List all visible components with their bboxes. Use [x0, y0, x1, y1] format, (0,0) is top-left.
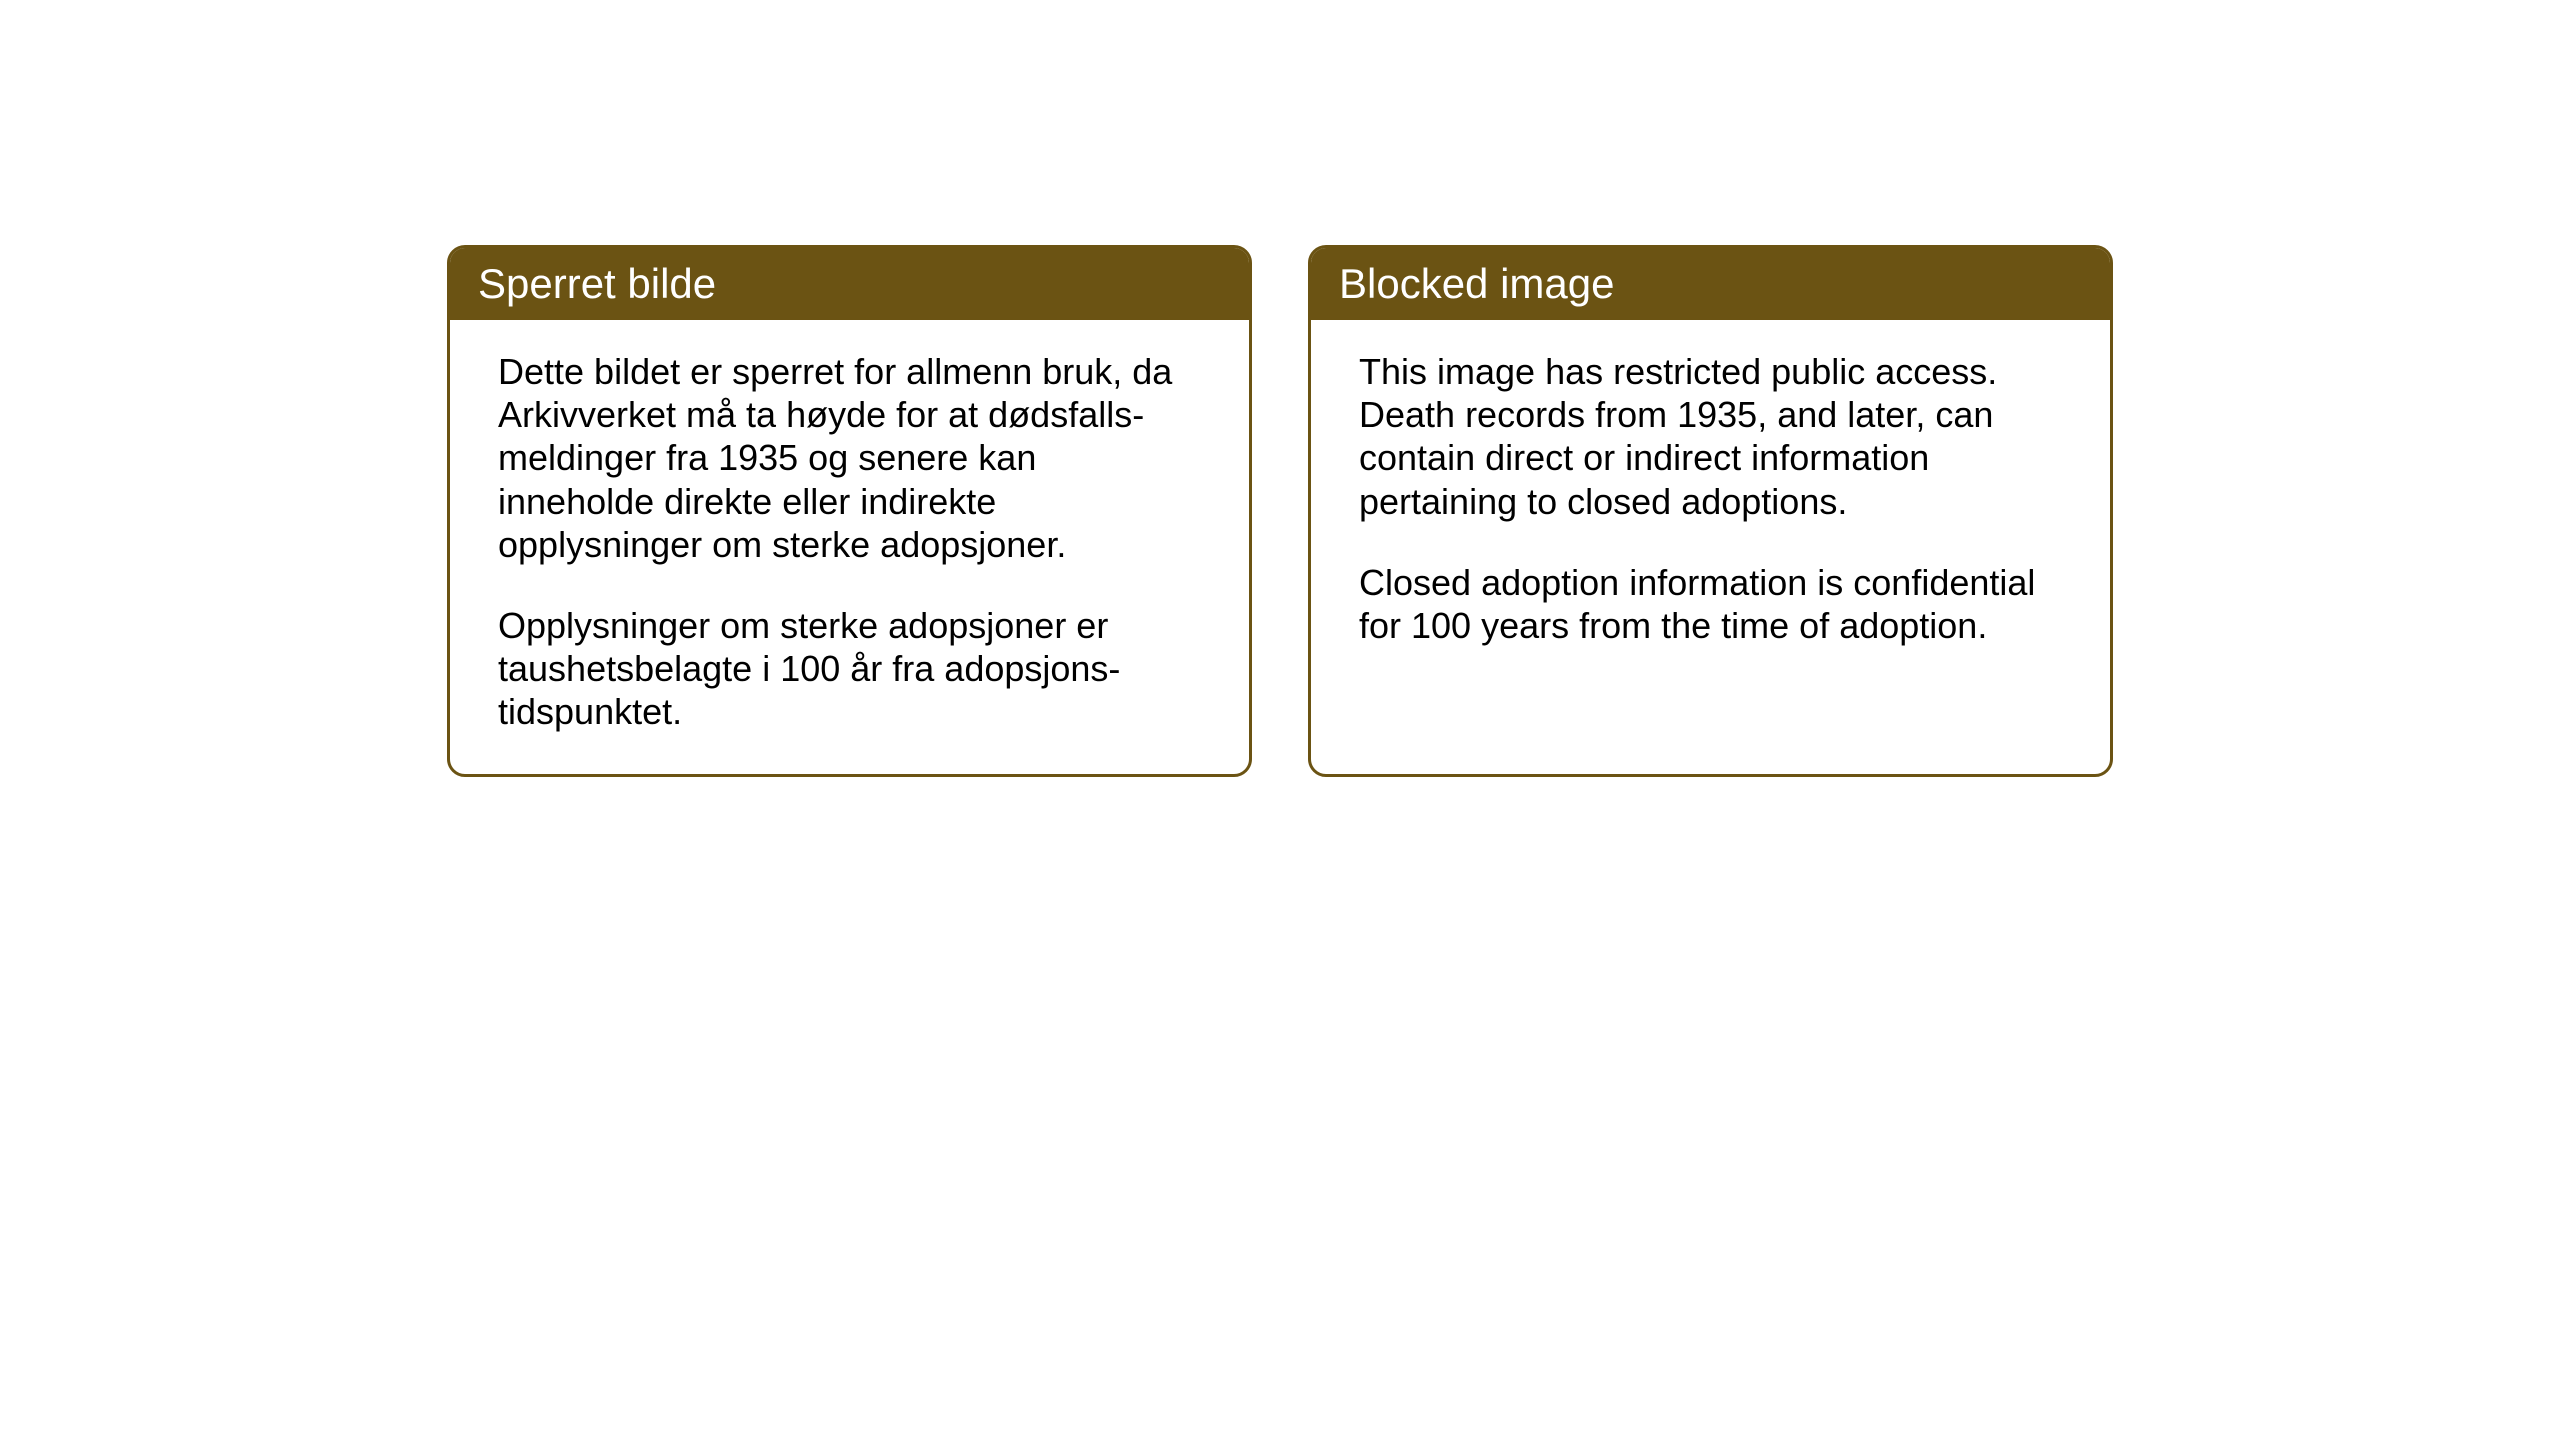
panel-norwegian: Sperret bilde Dette bildet er sperret fo… — [447, 245, 1252, 777]
panel-header-english: Blocked image — [1311, 248, 2110, 320]
panels-container: Sperret bilde Dette bildet er sperret fo… — [447, 245, 2113, 777]
panel-header-norwegian: Sperret bilde — [450, 248, 1249, 320]
panel-paragraph: Closed adoption information is confident… — [1359, 561, 2062, 647]
panel-paragraph: Opplysninger om sterke adopsjoner er tau… — [498, 604, 1201, 734]
panel-paragraph: Dette bildet er sperret for allmenn bruk… — [498, 350, 1201, 566]
panel-title: Sperret bilde — [478, 260, 716, 307]
panel-title: Blocked image — [1339, 260, 1614, 307]
panel-paragraph: This image has restricted public access.… — [1359, 350, 2062, 523]
panel-body-english: This image has restricted public access.… — [1311, 320, 2110, 687]
panel-body-norwegian: Dette bildet er sperret for allmenn bruk… — [450, 320, 1249, 774]
panel-english: Blocked image This image has restricted … — [1308, 245, 2113, 777]
